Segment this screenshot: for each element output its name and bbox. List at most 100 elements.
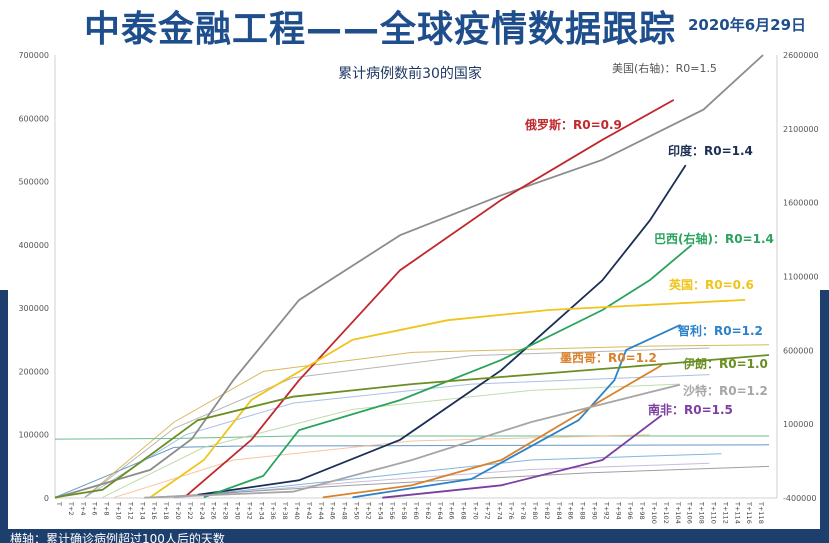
series-label: 印度：R0=1.4 xyxy=(668,143,753,158)
x-tick-label: T+80 xyxy=(531,501,539,520)
x-tick-label: T+18 xyxy=(162,501,170,520)
x-tick-label: T+78 xyxy=(519,501,527,520)
x-tick-label: T+84 xyxy=(555,501,563,520)
series-line-minor xyxy=(54,444,770,498)
y-tick-label-left: 0 xyxy=(44,494,49,503)
x-tick-label: T+106 xyxy=(686,501,694,524)
x-tick-label: T+100 xyxy=(650,501,658,524)
series-line-minor xyxy=(84,347,710,498)
x-tick-label: T+72 xyxy=(483,501,491,520)
x-tick-label: T+64 xyxy=(436,501,444,520)
x-tick-label: T+70 xyxy=(472,501,480,520)
x-tick-label: T+88 xyxy=(579,501,587,520)
x-tick-label: T+102 xyxy=(662,501,670,524)
x-tick-label: T+8 xyxy=(103,501,111,516)
x-tick-label: T+52 xyxy=(364,501,372,520)
series-label: 伊朗：R0=1.0 xyxy=(682,356,768,371)
footnote: 横轴：累计确诊病例超过100人后的天数 xyxy=(0,529,829,543)
x-tick-label: T+54 xyxy=(376,501,384,520)
x-tick-label: T+108 xyxy=(698,501,706,524)
series-line xyxy=(352,324,681,499)
x-tick-label: T+86 xyxy=(567,501,575,520)
x-tick-label: T+116 xyxy=(745,501,753,524)
y-tick-label-right: 2100000 xyxy=(783,125,819,134)
series-label: 南非：R0=1.5 xyxy=(648,402,733,417)
x-tick-label: T+46 xyxy=(329,501,337,520)
x-tick-label: T+16 xyxy=(150,501,158,520)
chart-title: 累计病例数前30的国家 xyxy=(338,65,482,82)
series-line-minor xyxy=(173,453,722,499)
x-tick-label: T+98 xyxy=(638,501,646,520)
series-line xyxy=(203,244,693,499)
y-tick-label-right: 1600000 xyxy=(783,199,819,208)
y-tick-label-right: 2600000 xyxy=(783,51,819,60)
x-tick-label: T+42 xyxy=(305,501,313,520)
series-line-minor xyxy=(54,435,769,440)
y-tick-label-right: 100000 xyxy=(783,420,814,429)
series-line xyxy=(197,164,687,496)
x-tick-label: T+20 xyxy=(174,501,182,520)
report-date: 2020年6月29日 xyxy=(688,16,807,34)
y-tick-label-left: 400000 xyxy=(18,241,49,250)
series-label: 智利：R0=1.2 xyxy=(677,323,763,338)
series-label: 俄罗斯：R0=0.9 xyxy=(524,117,622,132)
x-tick-label: T+50 xyxy=(353,501,361,520)
series-line-minor xyxy=(173,462,710,499)
series-line xyxy=(144,383,681,499)
x-tick-label: T+26 xyxy=(210,501,218,520)
x-tick-label: T+28 xyxy=(222,501,230,520)
x-tick-label: T+58 xyxy=(400,501,408,520)
y-tick-label-left: 600000 xyxy=(18,114,49,123)
x-tick-label: T+48 xyxy=(341,501,349,520)
x-tick-label: T+90 xyxy=(591,501,599,520)
series-line xyxy=(149,299,746,499)
series-line-minor xyxy=(114,434,651,498)
series-line xyxy=(54,54,764,499)
x-tick-label: T+4 xyxy=(79,501,87,516)
series-line-minor xyxy=(102,383,680,498)
y-tick-label-left: 700000 xyxy=(18,51,49,60)
x-tick-label: T xyxy=(55,501,63,506)
x-tick-label: T+62 xyxy=(424,501,432,520)
x-tick-label: T+60 xyxy=(412,501,420,520)
x-tick-label: T+114 xyxy=(733,501,741,524)
y-tick-label-left: 300000 xyxy=(18,304,49,313)
x-tick-label: T+82 xyxy=(543,501,551,520)
x-tick-label: T+92 xyxy=(602,501,610,520)
x-tick-label: T+10 xyxy=(115,501,123,520)
x-tick-label: T+44 xyxy=(317,501,325,520)
series-label: 英国：R0=0.6 xyxy=(669,277,754,292)
x-tick-label: T+34 xyxy=(257,501,265,520)
x-tick-label: T+38 xyxy=(281,501,289,520)
x-tick-label: T+22 xyxy=(186,501,194,520)
x-tick-label: T+76 xyxy=(507,501,515,520)
x-tick-label: T+32 xyxy=(245,501,253,520)
y-tick-label-right: 600000 xyxy=(783,346,814,355)
x-tick-label: T+56 xyxy=(388,501,396,520)
x-tick-label: T+112 xyxy=(721,501,729,524)
x-tick-label: T+24 xyxy=(198,501,206,520)
x-tick-label: T+2 xyxy=(67,501,75,516)
x-tick-label: T+40 xyxy=(293,501,301,520)
x-tick-label: T+36 xyxy=(269,501,277,520)
x-tick-label: T+12 xyxy=(126,501,134,520)
series-line-minor xyxy=(84,344,770,498)
x-tick-label: T+68 xyxy=(460,501,468,520)
series-line-minor xyxy=(84,374,710,498)
x-tick-label: T+30 xyxy=(234,501,242,520)
x-tick-label: T+104 xyxy=(674,501,682,524)
y-tick-label-left: 500000 xyxy=(18,178,49,187)
frame-right xyxy=(820,290,829,543)
x-tick-label: T+74 xyxy=(495,501,503,520)
x-tick-label: T+94 xyxy=(614,501,622,520)
x-tick-label: T+14 xyxy=(138,501,146,520)
series-line xyxy=(185,99,675,497)
y-tick-label-left: 100000 xyxy=(18,431,49,440)
series-label: 墨西哥：R0=1.2 xyxy=(560,351,657,365)
frame-left xyxy=(0,290,8,543)
series-line xyxy=(54,354,770,499)
series-line xyxy=(322,364,663,499)
y-tick-label-left: 200000 xyxy=(18,367,49,376)
x-tick-label: T+66 xyxy=(448,501,456,520)
